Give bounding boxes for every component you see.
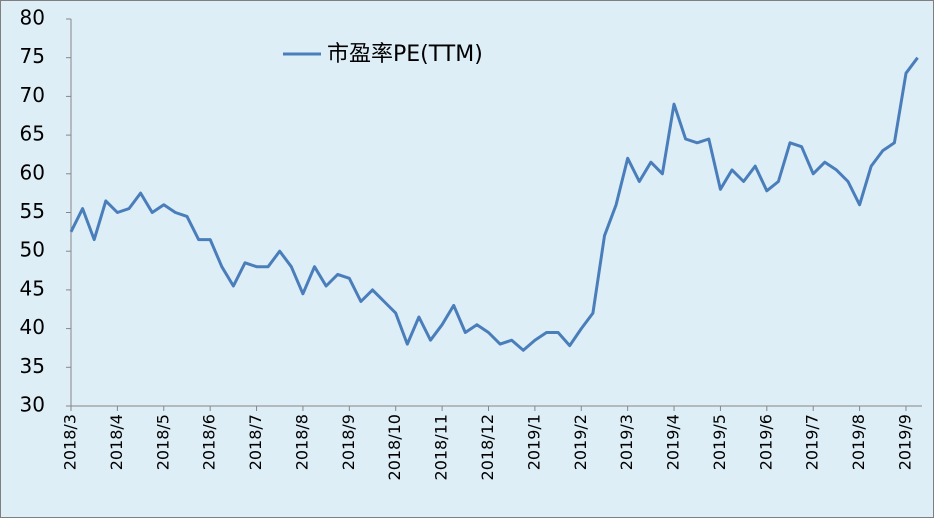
x-tick-label: 2018/9 bbox=[339, 414, 358, 470]
x-tick-label: 2018/5 bbox=[153, 414, 172, 470]
x-tick-label: 2019/3 bbox=[617, 414, 636, 470]
x-tick-label: 2018/12 bbox=[478, 414, 497, 480]
x-tick-label: 2019/6 bbox=[756, 414, 775, 470]
y-tick-label: 45 bbox=[20, 276, 45, 300]
x-tick-label: 2019/9 bbox=[895, 414, 914, 470]
legend-label: 市盈率PE(TTM) bbox=[327, 42, 483, 67]
y-tick-label: 80 bbox=[20, 6, 45, 30]
x-tick-label: 2018/6 bbox=[200, 414, 219, 470]
y-tick-label: 70 bbox=[20, 83, 45, 107]
x-tick-label: 2019/5 bbox=[710, 414, 729, 470]
y-tick-label: 60 bbox=[20, 160, 45, 184]
x-tick-label: 2018/4 bbox=[107, 414, 126, 470]
y-tick-label: 65 bbox=[20, 122, 45, 146]
x-tick-label: 2018/3 bbox=[61, 414, 80, 470]
y-tick-label: 75 bbox=[20, 44, 45, 68]
x-tick-label: 2018/10 bbox=[385, 414, 404, 480]
x-tick-label: 2019/1 bbox=[524, 414, 543, 470]
y-tick-label: 55 bbox=[20, 199, 45, 223]
x-tick-label: 2018/8 bbox=[292, 414, 311, 470]
x-tick-label: 2019/7 bbox=[803, 414, 822, 470]
data-line bbox=[69, 56, 919, 352]
y-tick-label: 30 bbox=[20, 393, 45, 417]
x-tick-label: 2019/4 bbox=[664, 414, 683, 470]
x-tick-label: 2019/2 bbox=[571, 414, 590, 470]
y-tick-label: 35 bbox=[20, 354, 45, 378]
y-tick-label: 40 bbox=[20, 315, 45, 339]
x-tick-label: 2018/7 bbox=[246, 414, 265, 470]
x-tick-label: 2019/8 bbox=[849, 414, 868, 470]
y-tick-label: 50 bbox=[20, 238, 45, 262]
x-tick-label: 2018/11 bbox=[432, 414, 451, 480]
